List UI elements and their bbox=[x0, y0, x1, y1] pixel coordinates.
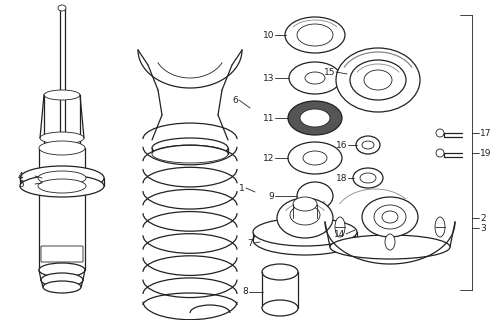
Ellipse shape bbox=[44, 90, 80, 100]
Ellipse shape bbox=[435, 217, 445, 237]
Ellipse shape bbox=[297, 182, 333, 210]
Ellipse shape bbox=[289, 62, 341, 94]
Ellipse shape bbox=[335, 217, 345, 237]
Ellipse shape bbox=[38, 179, 86, 193]
Ellipse shape bbox=[38, 171, 86, 185]
Ellipse shape bbox=[288, 101, 342, 135]
Ellipse shape bbox=[362, 197, 418, 237]
Text: 13: 13 bbox=[262, 74, 274, 83]
Ellipse shape bbox=[360, 173, 376, 183]
Ellipse shape bbox=[20, 175, 104, 197]
Ellipse shape bbox=[305, 72, 325, 84]
Ellipse shape bbox=[277, 198, 333, 238]
Ellipse shape bbox=[303, 151, 327, 165]
Ellipse shape bbox=[330, 235, 450, 259]
FancyBboxPatch shape bbox=[41, 246, 83, 262]
Text: 10: 10 bbox=[262, 30, 274, 39]
Ellipse shape bbox=[39, 263, 85, 277]
Text: 7: 7 bbox=[247, 238, 253, 247]
Ellipse shape bbox=[262, 300, 298, 316]
Ellipse shape bbox=[262, 264, 298, 280]
Ellipse shape bbox=[297, 24, 333, 46]
Ellipse shape bbox=[374, 205, 406, 229]
Text: 17: 17 bbox=[480, 129, 492, 138]
Ellipse shape bbox=[20, 166, 104, 190]
Text: 6: 6 bbox=[232, 95, 238, 105]
Ellipse shape bbox=[152, 145, 228, 163]
Text: 9: 9 bbox=[268, 191, 274, 201]
Ellipse shape bbox=[336, 48, 420, 112]
Ellipse shape bbox=[40, 132, 84, 144]
Text: 4: 4 bbox=[18, 172, 24, 180]
Text: 2: 2 bbox=[480, 213, 486, 222]
Ellipse shape bbox=[364, 70, 392, 90]
Ellipse shape bbox=[39, 141, 85, 155]
Text: 19: 19 bbox=[480, 148, 492, 157]
Text: 5: 5 bbox=[18, 180, 24, 188]
Ellipse shape bbox=[253, 218, 357, 246]
Ellipse shape bbox=[356, 136, 380, 154]
Ellipse shape bbox=[382, 211, 398, 223]
Ellipse shape bbox=[253, 225, 357, 255]
Ellipse shape bbox=[288, 142, 342, 174]
Ellipse shape bbox=[290, 205, 320, 225]
Ellipse shape bbox=[350, 60, 406, 100]
Ellipse shape bbox=[385, 234, 395, 250]
Ellipse shape bbox=[152, 138, 228, 158]
Ellipse shape bbox=[46, 250, 54, 258]
Ellipse shape bbox=[43, 281, 81, 293]
Ellipse shape bbox=[293, 197, 317, 211]
Text: 11: 11 bbox=[262, 114, 274, 123]
Text: 3: 3 bbox=[480, 223, 486, 233]
Ellipse shape bbox=[285, 17, 345, 53]
Ellipse shape bbox=[58, 5, 66, 11]
Ellipse shape bbox=[353, 168, 383, 188]
Text: 18: 18 bbox=[336, 173, 347, 182]
Text: 14: 14 bbox=[334, 229, 345, 238]
Ellipse shape bbox=[72, 250, 80, 258]
Ellipse shape bbox=[41, 273, 83, 287]
Ellipse shape bbox=[436, 149, 444, 157]
Text: 12: 12 bbox=[263, 154, 274, 163]
Text: 15: 15 bbox=[324, 68, 335, 76]
Text: 1: 1 bbox=[239, 183, 245, 193]
Ellipse shape bbox=[300, 109, 330, 127]
Ellipse shape bbox=[436, 129, 444, 137]
Text: 16: 16 bbox=[336, 140, 347, 149]
Text: 8: 8 bbox=[242, 287, 248, 297]
Ellipse shape bbox=[362, 141, 374, 149]
